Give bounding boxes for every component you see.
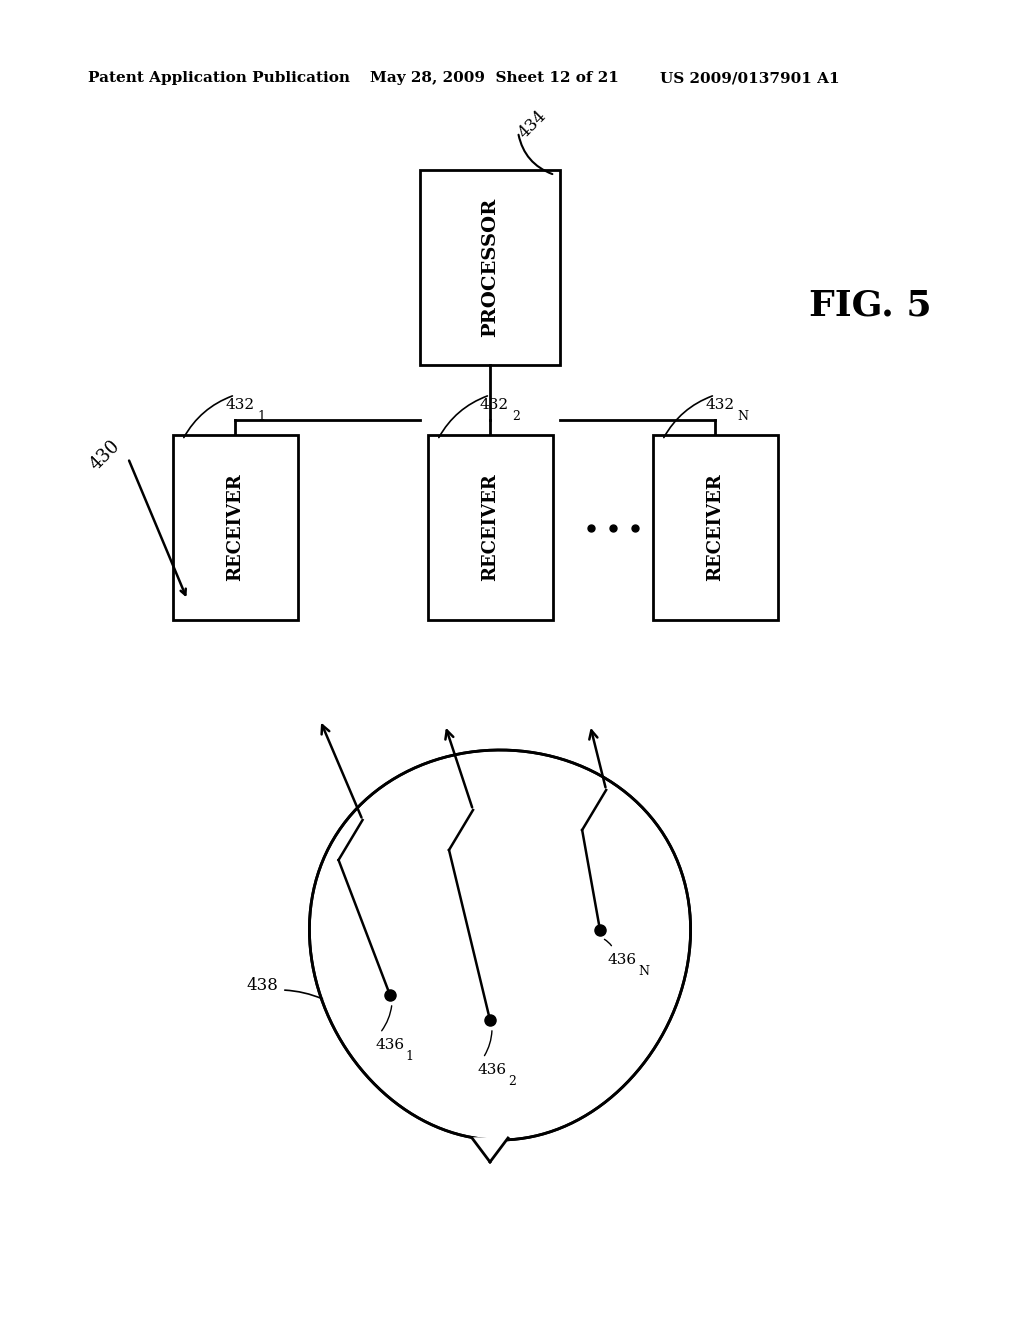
Text: Patent Application Publication: Patent Application Publication [88,71,350,84]
Polygon shape [472,1138,508,1162]
Text: RECEIVER: RECEIVER [226,474,244,581]
Text: 432: 432 [225,399,254,412]
Text: RECEIVER: RECEIVER [481,474,499,581]
Bar [652,436,777,620]
Text: 434: 434 [515,108,550,143]
Text: RECEIVER: RECEIVER [706,474,724,581]
Text: 430: 430 [86,437,124,474]
Bar [427,436,553,620]
Text: 436: 436 [375,1038,404,1052]
Text: US 2009/0137901 A1: US 2009/0137901 A1 [660,71,840,84]
Text: N: N [737,411,748,422]
Text: FIG. 5: FIG. 5 [809,288,931,322]
Bar [420,170,560,366]
Text: 438: 438 [246,977,278,994]
Text: 2: 2 [508,1074,516,1088]
Text: May 28, 2009  Sheet 12 of 21: May 28, 2009 Sheet 12 of 21 [370,71,618,84]
Polygon shape [309,750,690,1140]
Text: PROCESSOR: PROCESSOR [481,198,499,337]
Text: 1: 1 [257,411,265,422]
Text: 432: 432 [480,399,509,412]
Text: 2: 2 [512,411,520,422]
Text: 436: 436 [608,953,637,968]
Text: 436: 436 [478,1063,507,1077]
Text: 1: 1 [406,1049,413,1063]
Text: 432: 432 [705,399,734,412]
Bar [172,436,298,620]
Text: N: N [638,965,649,978]
